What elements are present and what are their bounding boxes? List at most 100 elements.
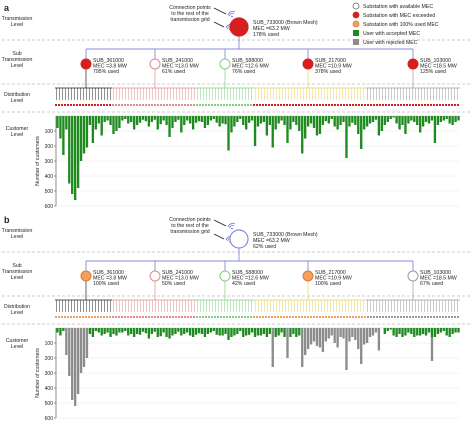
- customer-bar: [295, 328, 298, 337]
- main-substation-circle-icon: [229, 17, 249, 37]
- customer-bar: [265, 328, 269, 337]
- customer-bar: [377, 116, 381, 136]
- substation-mec: MEC =13.0 MW: [162, 276, 199, 282]
- substation-used: 42% used: [232, 281, 255, 287]
- distribution-node: [214, 104, 216, 106]
- customer-bar: [401, 328, 404, 337]
- distribution-node: [253, 316, 255, 318]
- customer-bar: [227, 328, 230, 340]
- distribution-node: [67, 104, 69, 106]
- distribution-node: [244, 316, 246, 318]
- distribution-node: [415, 104, 417, 106]
- distribution-node: [247, 316, 249, 318]
- distribution-node: [397, 104, 399, 106]
- distribution-node: [217, 104, 219, 106]
- customer-bar: [318, 328, 322, 348]
- distribution-node: [238, 316, 240, 318]
- distribution-node: [415, 316, 417, 318]
- distribution-node: [238, 104, 240, 106]
- distribution-node: [172, 316, 174, 318]
- customer-bar: [286, 328, 289, 358]
- main-substation-mec: MEC =63.2 MW: [253, 238, 290, 244]
- distribution-node: [352, 104, 354, 106]
- distribution-node: [304, 316, 306, 318]
- transmission-level-label-line: Level: [11, 234, 23, 240]
- customer-bar: [191, 328, 195, 337]
- customer-bar: [203, 116, 207, 128]
- distribution-node: [58, 316, 60, 318]
- arrow-line: [213, 233, 225, 240]
- customer-bar: [183, 116, 186, 125]
- distribution-node: [397, 316, 399, 318]
- substation-name: SUB_588000: [232, 270, 263, 276]
- customer-bar: [365, 116, 369, 127]
- distribution-node: [145, 316, 147, 318]
- substation-used: 76% used: [232, 69, 255, 75]
- distribution-node: [208, 104, 210, 106]
- customer-bar: [354, 116, 357, 125]
- distribution-node: [157, 104, 159, 106]
- substation-mec: MEC =3.8 MW: [93, 276, 127, 282]
- distribution-node: [298, 316, 300, 318]
- substation-name: SUB_241000: [162, 270, 193, 276]
- customer-bar: [247, 116, 251, 123]
- distribution-node: [64, 104, 66, 106]
- distribution-node: [277, 316, 279, 318]
- substation-circle-icon: [407, 270, 419, 282]
- wifi-icon: [227, 223, 236, 230]
- arrow-line: [213, 21, 225, 28]
- distribution-node: [367, 316, 369, 318]
- distribution-node: [100, 316, 102, 318]
- distribution-node: [319, 104, 321, 106]
- customer-bar: [389, 116, 392, 119]
- customer-bar: [401, 116, 404, 125]
- distribution-node: [76, 104, 78, 106]
- distribution-node: [331, 104, 333, 106]
- main-substation-name: SUB_733000 (Brown Mesh): [253, 232, 318, 238]
- distribution-node: [328, 316, 330, 318]
- customer-bar: [374, 116, 378, 120]
- distribution-node: [139, 316, 141, 318]
- customer-bar: [239, 328, 242, 331]
- customer-bar: [112, 328, 115, 334]
- distribution-node: [349, 316, 351, 318]
- distribution-node: [442, 316, 444, 318]
- exceeded-circle-icon: [352, 11, 360, 19]
- customer-bar: [224, 328, 227, 334]
- distribution-node: [436, 104, 438, 106]
- arrow-line: [213, 7, 227, 15]
- distribution-level-label-line: Level: [11, 98, 23, 104]
- substation-mec: MEC =12.6 MW: [232, 64, 269, 70]
- customer-bar: [439, 328, 443, 333]
- customer-bar: [448, 116, 451, 124]
- distribution-node: [256, 104, 258, 106]
- customer-bar: [115, 328, 118, 336]
- substation-mec: MEC =3.8 MW: [93, 64, 127, 70]
- customer-bar: [233, 116, 236, 127]
- distribution-node: [385, 316, 387, 318]
- customer-bar: [277, 328, 280, 336]
- distribution-node: [97, 316, 99, 318]
- sub-transmission-level-label-line: Sub: [12, 263, 21, 269]
- distribution-node: [259, 104, 261, 106]
- distribution-node: [451, 316, 453, 318]
- distribution-node: [157, 316, 159, 318]
- customer-bar: [404, 116, 407, 134]
- distribution-node: [334, 316, 336, 318]
- distribution-node: [226, 104, 228, 106]
- distribution-node: [136, 316, 138, 318]
- customer-bar: [430, 116, 434, 121]
- customer-bar: [377, 328, 381, 351]
- panel-label: a: [4, 3, 10, 13]
- distribution-node: [166, 104, 168, 106]
- customer-bar: [200, 116, 204, 122]
- distribution-node: [205, 104, 207, 106]
- distribution-node: [187, 104, 189, 106]
- customer-bar: [144, 328, 148, 334]
- customer-bar: [250, 328, 254, 333]
- customer-bar: [421, 328, 425, 334]
- distribution-node: [394, 104, 396, 106]
- customer-bar: [194, 116, 198, 123]
- customer-level-label-line: Customer: [6, 126, 29, 132]
